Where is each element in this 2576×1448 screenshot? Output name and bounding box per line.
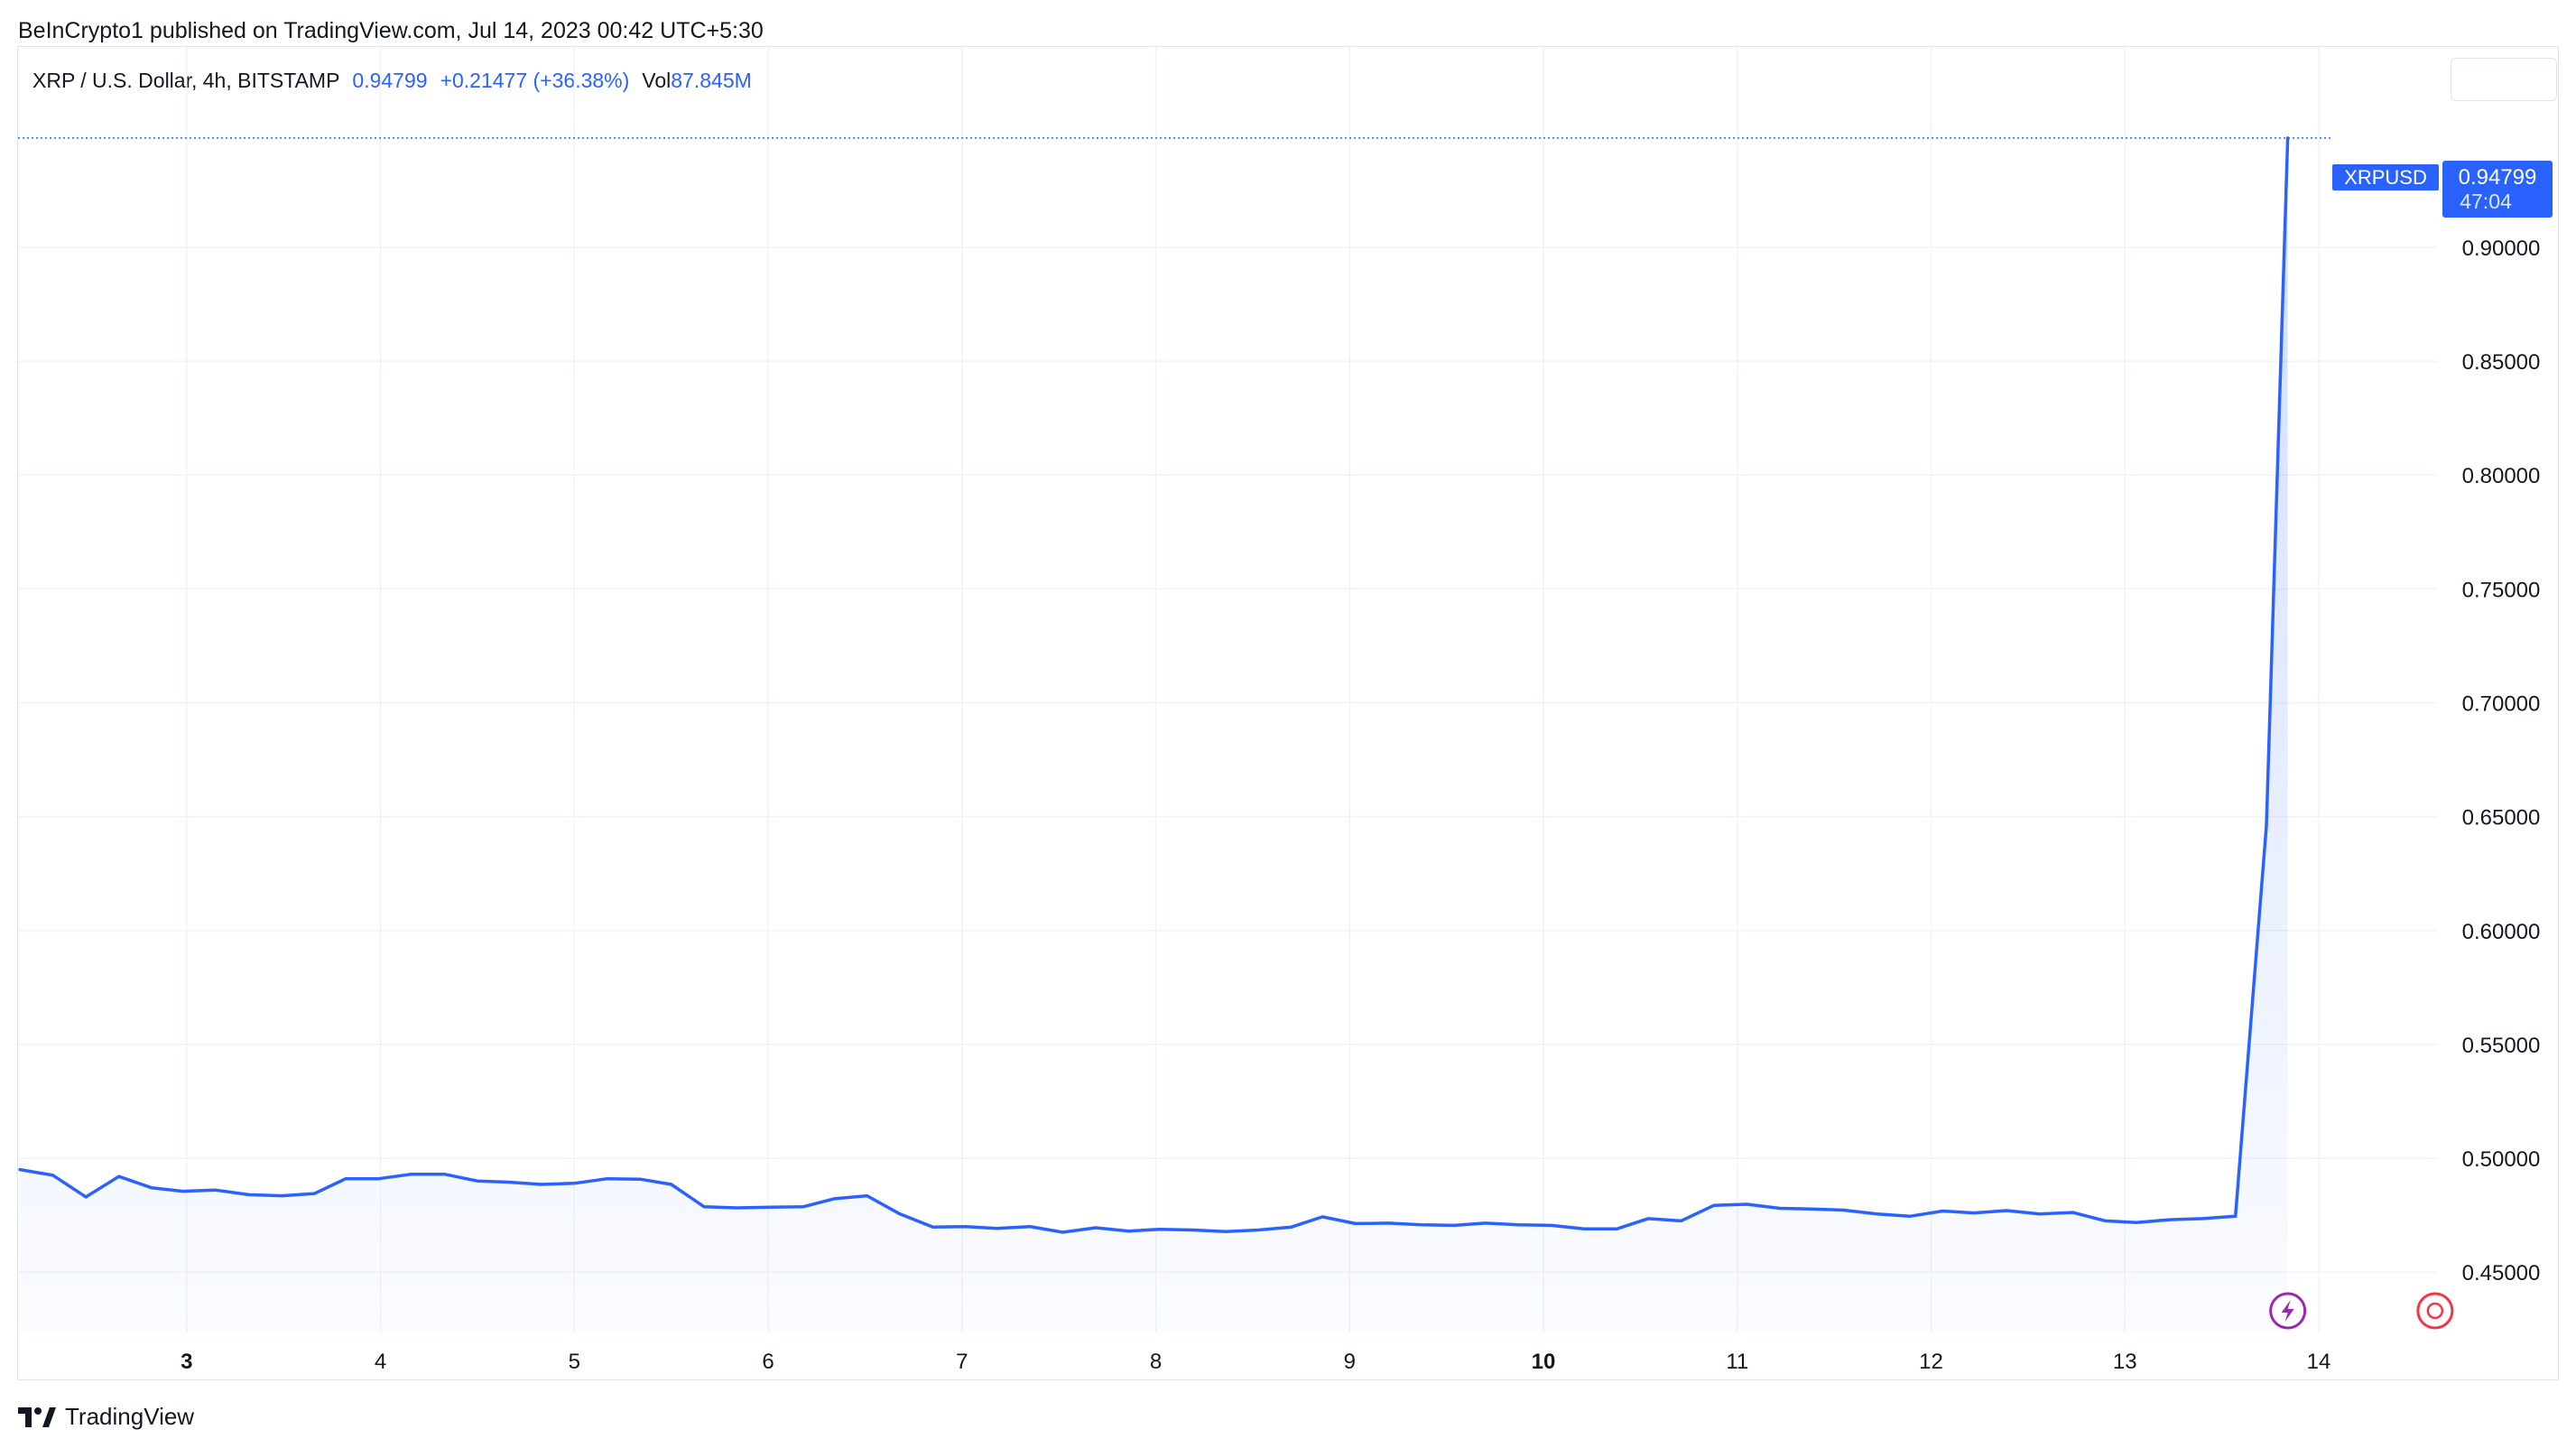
price-series: [18, 136, 2290, 1332]
y-tick-label: 0.70000: [2462, 692, 2541, 717]
series-area-0: [20, 137, 2288, 1332]
y-tick-label: 0.55000: [2462, 1034, 2541, 1058]
y-tick-label: 0.50000: [2462, 1147, 2541, 1172]
chart-controls-box[interactable]: [2451, 58, 2557, 101]
y-tick-label: 0.65000: [2462, 806, 2541, 831]
price-tag-countdown: 47:04: [2460, 190, 2512, 213]
publisher-line: BeInCrypto1 published on TradingView.com…: [18, 18, 764, 43]
price-tag: XRPUSD 0.94799 47:04: [2332, 161, 2553, 218]
y-tick-label: 0.60000: [2462, 920, 2541, 944]
y-tick-label: 0.45000: [2462, 1261, 2541, 1286]
series-line-0: [18, 136, 2290, 1234]
legend-volume-label: Vol: [642, 69, 672, 92]
legend-change: +0.21477 (+36.38%): [440, 69, 630, 92]
x-tick-label: 9: [1344, 1350, 1356, 1374]
tradingview-logo[interactable]: TradingView: [18, 1403, 194, 1431]
time-axis[interactable]: 3 4 5 6 7 8 9 10 11 12 13 14: [181, 1350, 2330, 1374]
ticker-tag-label: XRPUSD: [2344, 166, 2427, 189]
y-tick-label: 0.90000: [2462, 237, 2541, 261]
x-tick-label: 8: [1150, 1350, 1162, 1374]
event-markers[interactable]: [2269, 1292, 2454, 1330]
grid-lines: [18, 47, 2437, 1332]
footer-brand: TradingView: [65, 1403, 195, 1430]
x-tick-label: 11: [1726, 1350, 1748, 1374]
legend-price: 0.94799: [352, 69, 428, 92]
x-tick-label: 14: [2307, 1350, 2331, 1374]
lightning-event-icon[interactable]: [2269, 1292, 2307, 1330]
x-tick-label: 10: [1532, 1350, 1556, 1374]
chart-pane: [17, 46, 2559, 1380]
price-tag-box: [2442, 161, 2553, 218]
legend-volume-value: 87.845M: [671, 69, 752, 92]
price-tag-price: 0.94799: [2459, 165, 2537, 190]
x-tick-label: 12: [1919, 1350, 1943, 1374]
price-axis[interactable]: 0.45000 0.50000 0.55000 0.60000 0.65000 0.700…: [2462, 237, 2541, 1286]
x-tick-label: 7: [956, 1350, 968, 1374]
tradingview-logo-icon: [18, 1406, 56, 1427]
x-tick-label: 5: [569, 1350, 580, 1374]
y-tick-label: 0.80000: [2462, 464, 2541, 488]
x-tick-label: 6: [762, 1350, 774, 1374]
y-tick-label: 0.75000: [2462, 578, 2541, 602]
economic-event-icon[interactable]: [2416, 1292, 2454, 1330]
x-tick-label: 4: [375, 1350, 386, 1374]
x-tick-label: 13: [2113, 1350, 2137, 1374]
ticker-tag: [2332, 164, 2439, 190]
x-tick-label: 3: [181, 1350, 192, 1374]
y-tick-label: 0.85000: [2462, 350, 2541, 375]
